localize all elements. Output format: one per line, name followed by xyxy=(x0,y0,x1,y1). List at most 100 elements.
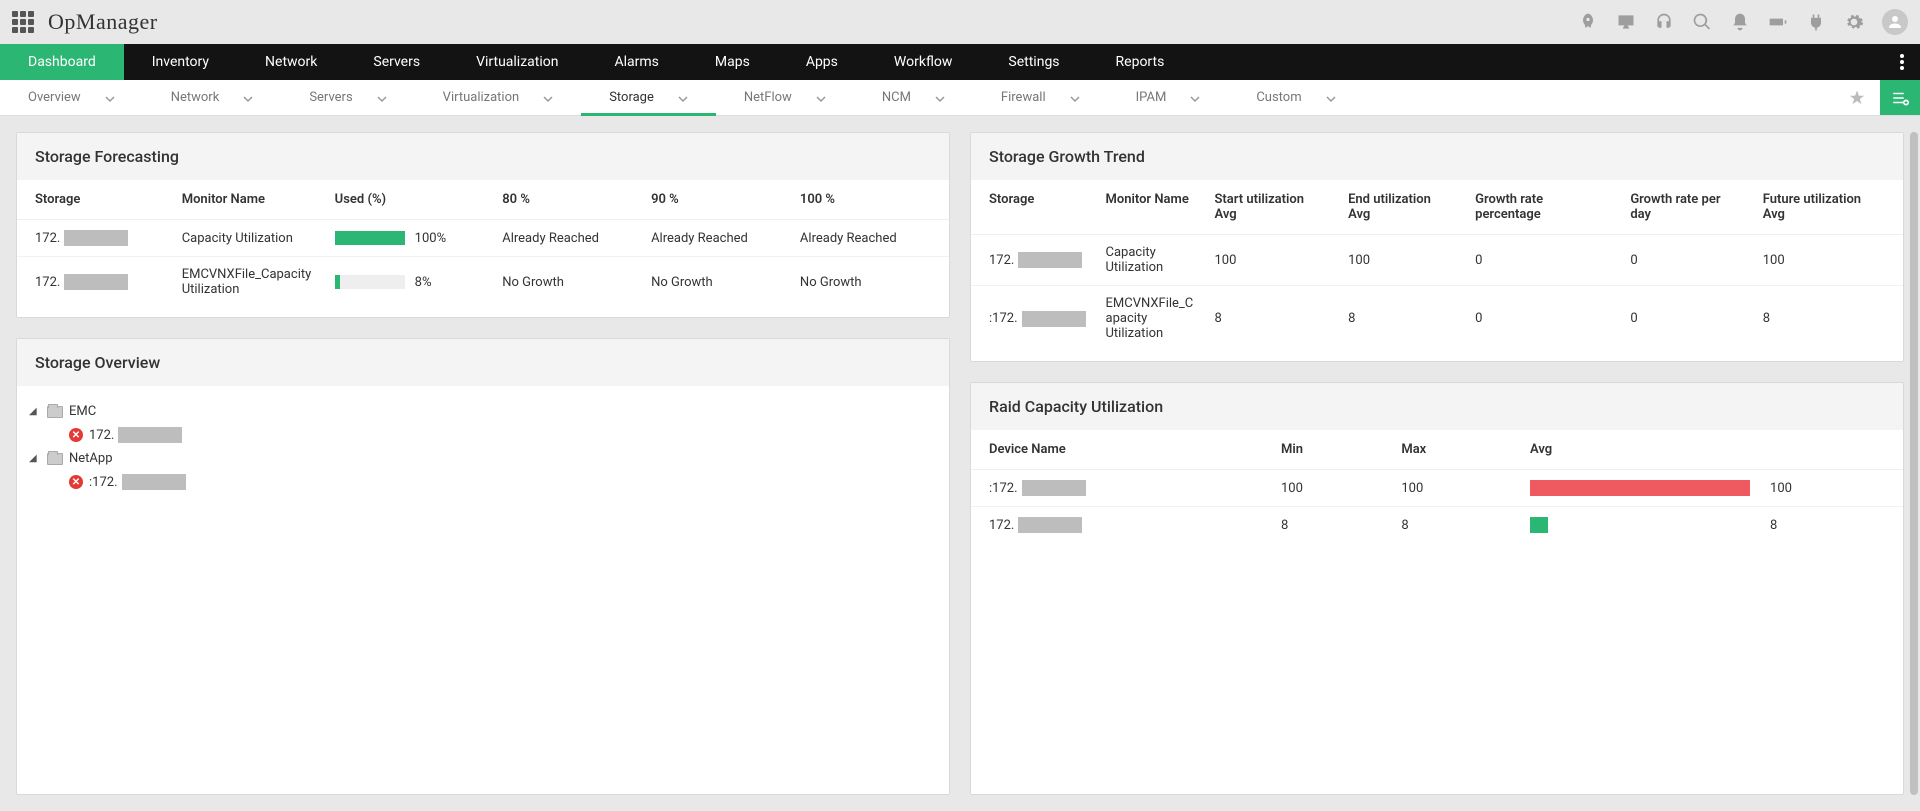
subtab-label: Storage xyxy=(609,90,654,105)
subtab-netflow[interactable]: NetFlow xyxy=(716,80,854,115)
tree-toggle-icon[interactable]: ◢ xyxy=(29,406,41,417)
search-icon[interactable] xyxy=(1692,12,1712,32)
subtab-label: Network xyxy=(171,90,220,105)
rocket-icon[interactable] xyxy=(1578,12,1598,32)
storage-ip[interactable]: 172. xyxy=(89,427,182,443)
raid-table: Device NameMinMaxAvg :172.100100100172.8… xyxy=(971,430,1903,543)
panel-title: Raid Capacity Utilization xyxy=(971,383,1903,430)
tree-child[interactable]: ✕ 172. xyxy=(29,423,937,447)
nav-servers[interactable]: Servers xyxy=(345,44,448,80)
favorite-star-icon[interactable] xyxy=(1834,80,1880,115)
table-row[interactable]: 172.EMCVNXFile_Capacity Utilization8%No … xyxy=(17,257,949,308)
storage-ip[interactable]: 172. xyxy=(35,230,162,246)
table-row[interactable]: 172.888 xyxy=(971,507,1903,544)
bell-icon[interactable] xyxy=(1730,12,1750,32)
col-header: 100 % xyxy=(790,180,949,220)
nav-virtualization[interactable]: Virtualization xyxy=(448,44,586,80)
col-header: Growth rate per day xyxy=(1620,180,1752,235)
table-row[interactable]: :172.EMCVNXFile_Capacity Utilization8800… xyxy=(971,286,1903,352)
nav-reports[interactable]: Reports xyxy=(1088,44,1193,80)
panel-title: Storage Forecasting xyxy=(17,133,949,180)
storage-ip[interactable]: 172. xyxy=(989,252,1086,268)
subtab-servers[interactable]: Servers xyxy=(281,80,414,115)
storage-ip[interactable]: :172. xyxy=(989,311,1086,327)
tree-child[interactable]: ✕ :172. xyxy=(29,470,937,494)
nav-settings[interactable]: Settings xyxy=(980,44,1087,80)
forecasting-table: StorageMonitor NameUsed (%)80 %90 %100 %… xyxy=(17,180,949,307)
col-header: Min xyxy=(1271,430,1391,470)
headset-icon[interactable] xyxy=(1654,12,1674,32)
folder-icon xyxy=(47,406,63,418)
subtab-label: NCM xyxy=(882,90,911,105)
sub-tabs: Overview Network Servers Virtualization Stor… xyxy=(0,80,1920,116)
subtab-custom[interactable]: Custom xyxy=(1228,80,1363,115)
panel-storage-growth: Storage Growth Trend StorageMonitor Name… xyxy=(970,132,1904,362)
subtab-firewall[interactable]: Firewall xyxy=(973,80,1108,115)
subtab-overview[interactable]: Overview xyxy=(0,80,143,115)
subtab-label: Custom xyxy=(1256,90,1301,105)
col-header: Monitor Name xyxy=(1096,180,1205,235)
panel-storage-overview: Storage Overview ◢ EMC ✕ 172. ◢ NetApp ✕ :172. xyxy=(16,338,950,795)
chevron-down-icon xyxy=(1070,93,1080,103)
panel-title: Storage Overview xyxy=(17,339,949,386)
ip-mask xyxy=(1018,252,1082,268)
scrollbar[interactable] xyxy=(1910,132,1918,795)
apps-grid-icon[interactable] xyxy=(12,11,34,33)
subtab-label: Servers xyxy=(309,90,352,105)
battery-icon[interactable] xyxy=(1768,12,1788,32)
tree-toggle-icon[interactable]: ◢ xyxy=(29,453,41,464)
nav-network[interactable]: Network xyxy=(237,44,345,80)
tree-label: EMC xyxy=(69,404,96,419)
tree-label: NetApp xyxy=(69,451,113,466)
col-header: Monitor Name xyxy=(172,180,325,220)
error-status-icon: ✕ xyxy=(69,428,83,442)
storage-ip[interactable]: :172. xyxy=(89,474,186,490)
panel-raid-capacity: Raid Capacity Utilization Device NameMin… xyxy=(970,382,1904,795)
nav-more-icon[interactable] xyxy=(1884,44,1920,80)
nav-inventory[interactable]: Inventory xyxy=(124,44,237,80)
panel-storage-forecasting: Storage Forecasting StorageMonitor NameU… xyxy=(16,132,950,318)
chevron-down-icon xyxy=(543,93,553,103)
ip-mask xyxy=(118,427,182,443)
subtab-network[interactable]: Network xyxy=(143,80,282,115)
gear-icon[interactable] xyxy=(1844,12,1864,32)
used-progress: 8% xyxy=(335,275,483,290)
monitor-name: EMCVNXFile_Capacity Utilization xyxy=(1096,286,1205,352)
monitor-name: Capacity Utilization xyxy=(1096,235,1205,286)
ip-mask xyxy=(64,274,128,290)
table-row[interactable]: :172.100100100 xyxy=(971,470,1903,507)
chevron-down-icon xyxy=(816,93,826,103)
col-header: Start utilization Avg xyxy=(1204,180,1338,235)
nav-dashboard[interactable]: Dashboard xyxy=(0,44,124,80)
nav-apps[interactable]: Apps xyxy=(778,44,866,80)
avg-bar xyxy=(1530,480,1750,496)
app-title: OpManager xyxy=(48,9,158,35)
used-progress: 100% xyxy=(335,231,483,246)
storage-ip[interactable]: 172. xyxy=(35,274,162,290)
table-row[interactable]: 172.Capacity Utilization10010000100 xyxy=(971,235,1903,286)
presentation-icon[interactable] xyxy=(1616,12,1636,32)
subtab-ipam[interactable]: IPAM xyxy=(1108,80,1229,115)
subtab-ncm[interactable]: NCM xyxy=(854,80,973,115)
panel-title: Storage Growth Trend xyxy=(971,133,1903,180)
nav-workflow[interactable]: Workflow xyxy=(866,44,981,80)
table-row[interactable]: 172.Capacity Utilization100%Already Reac… xyxy=(17,220,949,257)
nav-maps[interactable]: Maps xyxy=(687,44,778,80)
user-avatar-icon[interactable] xyxy=(1882,9,1908,35)
subtab-storage[interactable]: Storage xyxy=(581,80,716,115)
tree-node-emc[interactable]: ◢ EMC xyxy=(29,400,937,423)
storage-ip[interactable]: 172. xyxy=(989,517,1261,533)
error-status-icon: ✕ xyxy=(69,475,83,489)
subtab-label: Virtualization xyxy=(443,90,520,105)
chevron-down-icon xyxy=(1326,93,1336,103)
subtab-label: Overview xyxy=(28,90,81,105)
subtab-virtualization[interactable]: Virtualization xyxy=(415,80,582,115)
subtab-label: NetFlow xyxy=(744,90,792,105)
ip-mask xyxy=(1018,517,1082,533)
subtab-label: Firewall xyxy=(1001,90,1046,105)
plug-icon[interactable] xyxy=(1806,12,1826,32)
tree-node-netapp[interactable]: ◢ NetApp xyxy=(29,447,937,470)
add-widget-button[interactable] xyxy=(1880,80,1920,115)
nav-alarms[interactable]: Alarms xyxy=(586,44,686,80)
storage-ip[interactable]: :172. xyxy=(989,480,1261,496)
